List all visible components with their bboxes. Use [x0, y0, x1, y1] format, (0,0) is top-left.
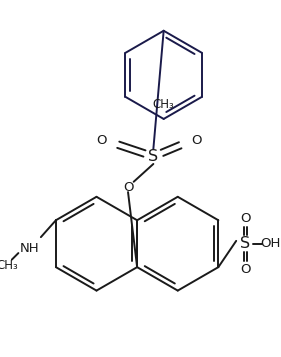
Text: O: O [123, 181, 133, 194]
Text: O: O [96, 134, 107, 147]
Text: NH: NH [20, 242, 39, 255]
Text: CH₃: CH₃ [0, 259, 19, 272]
Text: O: O [240, 212, 251, 225]
Text: S: S [148, 149, 158, 164]
Text: O: O [191, 134, 202, 147]
Text: CH₃: CH₃ [153, 99, 175, 111]
Text: OH: OH [261, 237, 281, 250]
Text: O: O [240, 262, 251, 276]
Text: S: S [240, 236, 250, 251]
